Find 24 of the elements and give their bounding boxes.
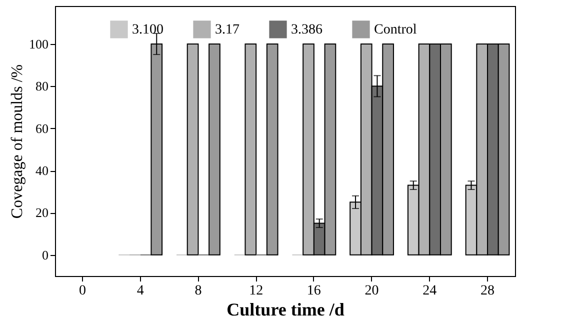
legend-label: Control [374,22,417,38]
y-tick-label: 60 [36,120,48,136]
x-tick-label: 12 [249,284,264,298]
y-tick-label: 20 [36,205,48,220]
x-tick-label: 16 [306,284,321,298]
x-tick-label: 24 [422,284,437,298]
bar [266,43,278,256]
legend-label: 3.386 [291,22,322,38]
x-axis-title: Culture time /d [226,300,344,320]
x-tick-label: 8 [194,284,202,298]
bar [208,43,220,256]
x-tick-label: 20 [364,284,379,298]
y-axis-title: Covegage of moulds /% [9,64,26,219]
y-tick-label: 0 [42,247,48,262]
y-tick-label: 100 [29,36,48,52]
y-tick-label: 80 [36,78,48,94]
y-tick-label: 40 [36,163,48,178]
x-tick-label: 28 [480,284,495,298]
bar [186,43,199,256]
x-tick-label: 4 [136,284,144,298]
x-tick-label: 0 [78,284,86,298]
legend-label: 3.17 [215,22,240,38]
bar [244,43,257,256]
legend-label: 3.100 [132,22,164,38]
